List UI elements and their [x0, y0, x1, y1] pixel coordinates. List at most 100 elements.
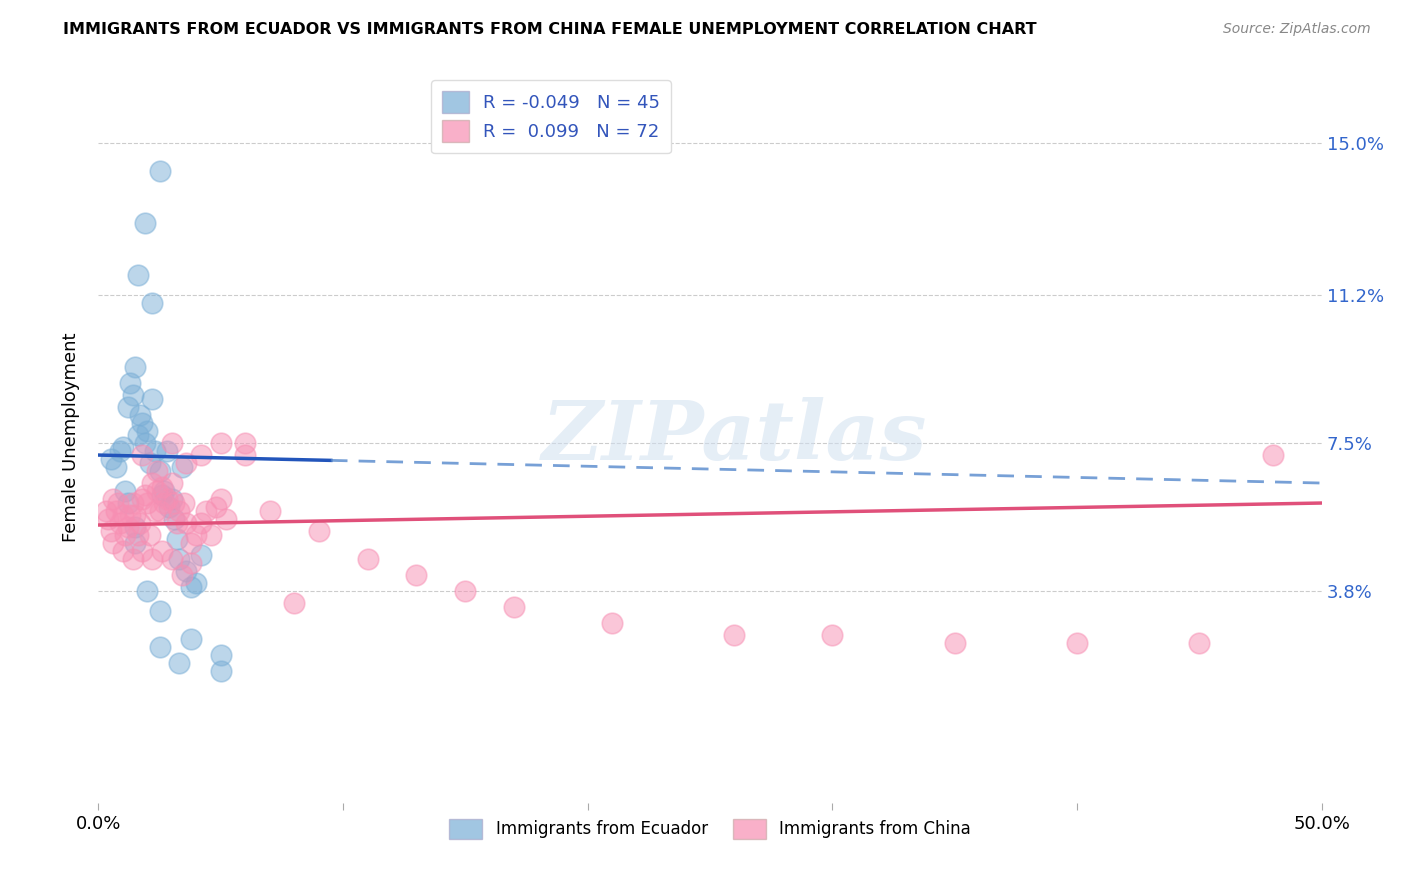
- Point: [156, 491, 179, 506]
- Point: [136, 584, 159, 599]
- Point: [176, 456, 198, 470]
- Point: [124, 360, 146, 375]
- Point: [209, 648, 232, 662]
- Point: [190, 516, 212, 530]
- Point: [180, 580, 202, 594]
- Y-axis label: Female Unemployment: Female Unemployment: [62, 333, 80, 541]
- Point: [121, 552, 143, 566]
- Point: [117, 400, 139, 414]
- Point: [186, 576, 208, 591]
- Point: [163, 512, 186, 526]
- Point: [180, 536, 202, 550]
- Point: [100, 452, 122, 467]
- Point: [153, 496, 176, 510]
- Point: [170, 460, 193, 475]
- Point: [146, 464, 169, 478]
- Point: [190, 448, 212, 462]
- Point: [180, 632, 202, 646]
- Point: [131, 448, 153, 462]
- Point: [405, 568, 427, 582]
- Point: [186, 528, 208, 542]
- Point: [308, 524, 330, 538]
- Point: [156, 444, 179, 458]
- Point: [139, 528, 162, 542]
- Point: [131, 416, 153, 430]
- Point: [114, 483, 136, 498]
- Point: [157, 500, 180, 514]
- Point: [141, 392, 163, 406]
- Point: [160, 436, 183, 450]
- Point: [233, 436, 256, 450]
- Point: [160, 552, 183, 566]
- Point: [356, 552, 378, 566]
- Text: ZIPatlas: ZIPatlas: [541, 397, 927, 477]
- Point: [134, 216, 156, 230]
- Point: [209, 491, 232, 506]
- Point: [1066, 636, 1088, 650]
- Point: [149, 640, 172, 654]
- Point: [209, 436, 232, 450]
- Point: [195, 504, 218, 518]
- Point: [127, 428, 149, 442]
- Legend: Immigrants from Ecuador, Immigrants from China: Immigrants from Ecuador, Immigrants from…: [443, 812, 977, 846]
- Point: [127, 268, 149, 283]
- Point: [214, 512, 236, 526]
- Point: [176, 516, 198, 530]
- Point: [167, 504, 190, 518]
- Point: [600, 615, 623, 630]
- Point: [111, 544, 134, 558]
- Point: [129, 516, 152, 530]
- Point: [101, 491, 124, 506]
- Point: [117, 496, 139, 510]
- Point: [153, 483, 176, 498]
- Point: [121, 496, 143, 510]
- Point: [190, 548, 212, 562]
- Point: [136, 424, 159, 438]
- Point: [136, 496, 159, 510]
- Point: [124, 536, 146, 550]
- Point: [160, 476, 183, 491]
- Point: [143, 444, 166, 458]
- Text: Source: ZipAtlas.com: Source: ZipAtlas.com: [1223, 22, 1371, 37]
- Point: [149, 604, 172, 618]
- Point: [141, 552, 163, 566]
- Point: [110, 516, 132, 530]
- Point: [821, 628, 844, 642]
- Point: [166, 516, 188, 530]
- Point: [150, 544, 173, 558]
- Point: [150, 488, 173, 502]
- Point: [129, 408, 152, 422]
- Point: [141, 296, 163, 310]
- Point: [723, 628, 745, 642]
- Point: [149, 164, 172, 178]
- Point: [149, 504, 172, 518]
- Point: [259, 504, 281, 518]
- Point: [943, 636, 966, 650]
- Point: [111, 508, 134, 522]
- Point: [131, 491, 153, 506]
- Point: [150, 480, 173, 494]
- Point: [141, 476, 163, 491]
- Point: [454, 584, 477, 599]
- Point: [117, 520, 139, 534]
- Point: [173, 496, 195, 510]
- Point: [205, 500, 228, 514]
- Point: [146, 483, 169, 498]
- Point: [121, 388, 143, 402]
- Point: [1261, 448, 1284, 462]
- Point: [124, 520, 146, 534]
- Point: [167, 552, 190, 566]
- Point: [167, 656, 190, 670]
- Point: [283, 596, 305, 610]
- Point: [127, 528, 149, 542]
- Point: [170, 568, 193, 582]
- Point: [101, 536, 124, 550]
- Point: [139, 456, 162, 470]
- Point: [503, 599, 526, 614]
- Point: [209, 664, 232, 678]
- Point: [97, 512, 120, 526]
- Point: [124, 508, 146, 522]
- Point: [120, 376, 142, 391]
- Point: [94, 504, 117, 518]
- Point: [233, 448, 256, 462]
